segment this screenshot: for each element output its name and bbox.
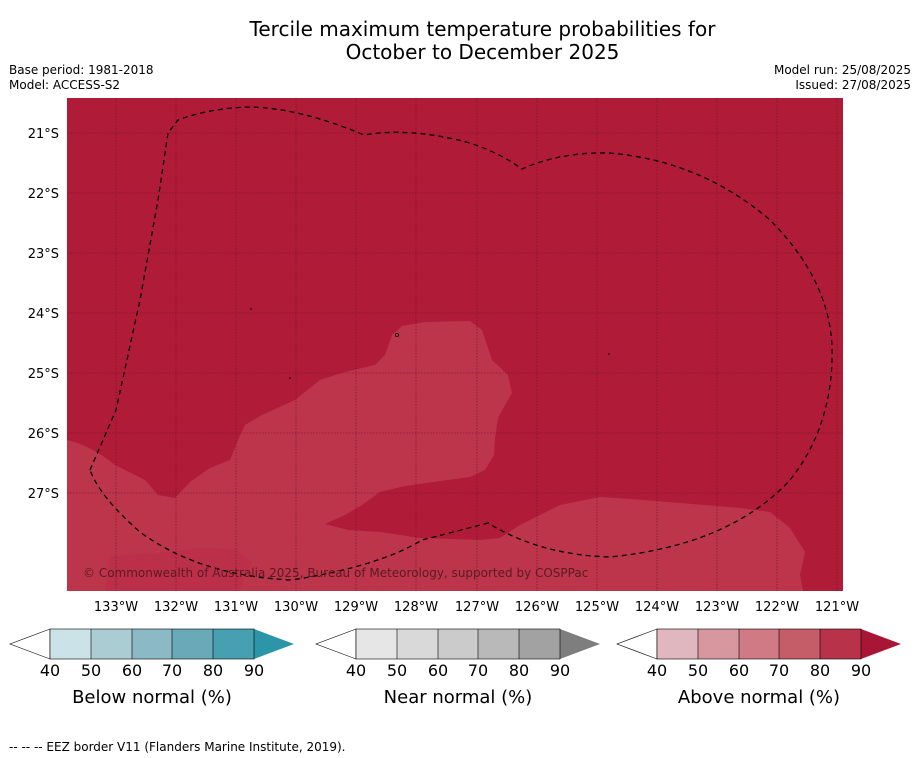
model-name: Model: ACCESS-S2 <box>9 78 121 92</box>
lon-label-133w: 133°W <box>94 600 138 615</box>
lon-label-129w: 129°W <box>334 600 378 615</box>
lon-label-128w: 128°W <box>394 600 438 615</box>
above-tick-50: 50 <box>688 661 708 680</box>
below-swatch-70-80 <box>172 629 213 659</box>
island-marker <box>289 377 291 379</box>
lon-label-124w: 124°W <box>635 600 679 615</box>
near-tick-80: 80 <box>509 661 529 680</box>
lon-label-127w: 127°W <box>455 600 499 615</box>
below-colorbar-outline <box>49 628 255 660</box>
near-under-arrow <box>315 628 357 660</box>
lon-label-131w: 131°W <box>214 600 258 615</box>
eez-border <box>89 106 833 581</box>
near-legend-title: Near normal (%) <box>384 687 533 708</box>
above-tick-90: 90 <box>851 661 871 680</box>
above-tick-40: 40 <box>647 661 667 680</box>
latitude-axis: 21°S 22°S 23°S 24°S 25°S 26°S 27°S <box>28 127 59 502</box>
above-legend-title: Above normal (%) <box>678 687 840 708</box>
above-colorbar-outline <box>656 628 862 660</box>
graticule <box>67 98 843 591</box>
lat-label-22s: 22°S <box>28 187 59 202</box>
near-colorbar-outline <box>355 628 561 660</box>
below-tick-80: 80 <box>203 661 223 680</box>
near-tick-60: 60 <box>428 661 448 680</box>
near-swatch-60-70 <box>438 629 478 659</box>
below-tick-70: 70 <box>162 661 182 680</box>
below-legend-title: Below normal (%) <box>72 687 232 708</box>
above-swatch-40-50 <box>657 629 698 659</box>
above-under-arrow <box>616 628 658 660</box>
lon-label-130w: 130°W <box>274 600 318 615</box>
legend-below-normal: 40 50 60 70 80 90 Below normal (%) <box>9 628 294 708</box>
above-dividers <box>697 629 821 659</box>
lon-label-125w: 125°W <box>575 600 619 615</box>
longitude-axis: 133°W 132°W 131°W 130°W 129°W 128°W 127°… <box>94 600 859 615</box>
island-marker <box>608 353 610 355</box>
lat-label-25s: 25°S <box>28 367 59 382</box>
above-normal-70-80-region <box>67 321 805 591</box>
near-over-arrow <box>560 629 600 659</box>
copyright-text: © Commonwealth of Australia 2025, Bureau… <box>83 566 588 580</box>
below-swatch-40-50 <box>50 629 91 659</box>
legend-above-normal: 40 50 60 70 80 90 Above normal (%) <box>616 628 901 708</box>
below-under-arrow <box>9 628 51 660</box>
meta-right: Model run: 25/08/2025 Issued: 27/08/2025 <box>774 63 911 93</box>
below-dividers <box>90 629 214 659</box>
near-swatch-50-60 <box>397 629 438 659</box>
lat-label-26s: 26°S <box>28 427 59 442</box>
lat-label-23s: 23°S <box>28 247 59 262</box>
above-normal-70-80-southwest-patch <box>105 548 252 591</box>
below-tick-60: 60 <box>122 661 142 680</box>
near-tick-40: 40 <box>346 661 366 680</box>
below-tick-50: 50 <box>81 661 101 680</box>
title-line-1: Tercile maximum temperature probabilitie… <box>249 17 716 41</box>
map-figure: © Commonwealth of Australia 2025, Bureau… <box>9 98 901 708</box>
meta-left: Base period: 1981-2018 Model: ACCESS-S2 <box>9 63 154 93</box>
near-tick-50: 50 <box>387 661 407 680</box>
lat-label-24s: 24°S <box>28 307 59 322</box>
base-period: Base period: 1981-2018 <box>9 63 154 77</box>
lat-label-27s: 27°S <box>28 487 59 502</box>
near-dividers <box>396 629 520 659</box>
below-swatch-60-70 <box>132 629 172 659</box>
below-tick-40: 40 <box>40 661 60 680</box>
above-over-arrow <box>861 629 901 659</box>
lat-label-21s: 21°S <box>28 127 59 142</box>
above-tick-80: 80 <box>810 661 830 680</box>
title-line-2: October to December 2025 <box>345 40 620 64</box>
near-tick-90: 90 <box>550 661 570 680</box>
eez-footnote: -- -- -- EEZ border V11 (Flanders Marine… <box>9 740 346 754</box>
lon-label-122w: 122°W <box>755 600 799 615</box>
near-swatch-70-80 <box>478 629 519 659</box>
below-swatch-50-60 <box>91 629 132 659</box>
above-swatch-50-60 <box>698 629 739 659</box>
lon-label-123w: 123°W <box>695 600 739 615</box>
issued-date: Issued: 27/08/2025 <box>795 78 911 92</box>
below-over-arrow <box>254 629 294 659</box>
above-tick-70: 70 <box>769 661 789 680</box>
near-swatch-80-90 <box>519 629 560 659</box>
above-swatch-70-80 <box>779 629 820 659</box>
lon-label-121w: 121°W <box>815 600 859 615</box>
below-tick-90: 90 <box>244 661 264 680</box>
small-islands <box>250 308 610 379</box>
above-tick-60: 60 <box>729 661 749 680</box>
island-marker <box>394 332 399 337</box>
map-panel: © Commonwealth of Australia 2025, Bureau… <box>67 98 843 591</box>
near-swatch-40-50 <box>356 629 397 659</box>
below-swatch-80-90 <box>213 629 254 659</box>
island-marker <box>250 308 252 310</box>
map-title: Tercile maximum temperature probabilitie… <box>0 18 919 64</box>
above-swatch-60-70 <box>739 629 779 659</box>
model-run: Model run: 25/08/2025 <box>773 63 911 77</box>
lon-label-126w: 126°W <box>515 600 559 615</box>
above-swatch-80-90 <box>820 629 861 659</box>
near-tick-70: 70 <box>468 661 488 680</box>
legend-near-normal: 40 50 60 70 80 90 Near normal (%) <box>315 628 600 708</box>
lon-label-132w: 132°W <box>154 600 198 615</box>
